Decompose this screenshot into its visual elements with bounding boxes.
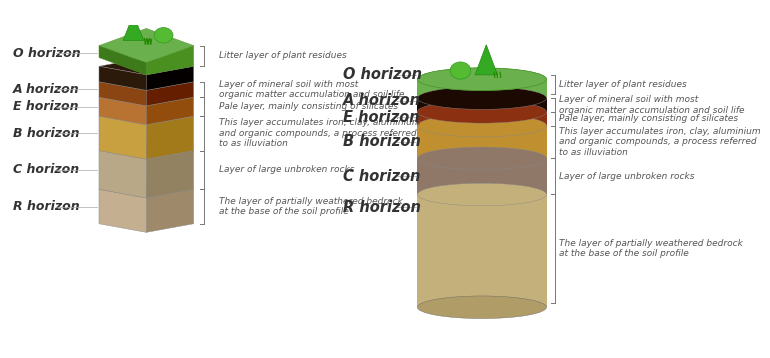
Text: Layer of mineral soil with most
organic matter accumulation and soil life: Layer of mineral soil with most organic … [560,95,745,115]
Polygon shape [99,107,193,125]
Text: C horizon: C horizon [13,164,79,176]
Text: R horizon: R horizon [13,200,79,213]
Bar [417,126,547,158]
Ellipse shape [417,183,547,206]
Polygon shape [99,28,193,63]
Polygon shape [475,45,497,75]
Polygon shape [99,66,146,90]
Text: E horizon: E horizon [343,110,419,125]
Polygon shape [146,116,193,159]
Text: Layer of large unbroken rocks: Layer of large unbroken rocks [560,172,695,181]
Ellipse shape [417,114,547,137]
Text: The layer of partially weathered bedrock
at the base of the soil profile: The layer of partially weathered bedrock… [560,239,743,258]
Text: E horizon: E horizon [13,100,79,113]
Polygon shape [99,151,146,198]
Text: C horizon: C horizon [343,169,420,184]
Text: O horizon: O horizon [13,47,81,60]
Text: Pale layer, mainly consisting of silicates: Pale layer, mainly consisting of silicat… [560,114,738,123]
Text: R horizon: R horizon [343,200,420,215]
Text: This layer accumulates iron, clay, aluminium
and organic compounds, a process re: This layer accumulates iron, clay, alumi… [560,127,761,157]
Text: B horizon: B horizon [13,127,79,140]
Polygon shape [146,66,193,90]
Ellipse shape [417,147,547,170]
Bar [417,158,547,194]
Ellipse shape [417,68,547,91]
Text: A horizon: A horizon [13,83,79,96]
Polygon shape [146,151,193,198]
Polygon shape [146,97,193,125]
Bar [417,79,547,98]
Polygon shape [99,73,193,90]
Polygon shape [99,116,146,159]
Polygon shape [99,89,193,106]
Polygon shape [99,142,193,159]
Ellipse shape [450,62,470,79]
Ellipse shape [417,87,547,110]
Ellipse shape [417,68,547,91]
Text: Layer of mineral soil with most
organic matter accumulation and soil life: Layer of mineral soil with most organic … [219,80,405,99]
Text: Layer of large unbroken rocks: Layer of large unbroken rocks [219,165,355,174]
Text: Pale layer, mainly consisting of silicates: Pale layer, mainly consisting of silicat… [219,102,399,111]
Ellipse shape [417,296,547,319]
Text: This layer accumulates iron, clay, aluminium
and organic compounds, a process re: This layer accumulates iron, clay, alumi… [219,118,421,148]
Polygon shape [99,97,146,125]
Polygon shape [146,45,193,75]
Text: O horizon: O horizon [343,67,421,82]
Ellipse shape [417,101,547,123]
Text: B horizon: B horizon [343,135,420,150]
Polygon shape [99,181,193,198]
Text: Litter layer of plant residues: Litter layer of plant residues [560,80,687,89]
Bar [417,112,547,126]
Bar [417,98,547,112]
Polygon shape [99,82,146,106]
Text: A horizon: A horizon [343,93,420,108]
Polygon shape [123,15,144,40]
Polygon shape [146,189,193,232]
Polygon shape [99,189,146,232]
Polygon shape [99,58,193,75]
Ellipse shape [154,28,173,43]
Polygon shape [99,45,146,75]
Polygon shape [146,82,193,106]
Text: Litter layer of plant residues: Litter layer of plant residues [219,52,347,61]
Bar [417,194,547,307]
Text: The layer of partially weathered bedrock
at the base of the soil profile: The layer of partially weathered bedrock… [219,197,403,216]
